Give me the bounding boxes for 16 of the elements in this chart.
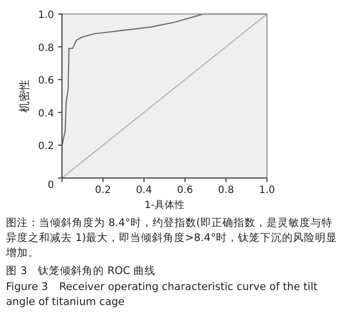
y-tick-label: 0.6 [38,76,54,87]
y-tick-label: 0.8 [38,42,54,54]
x-tick-label: 0.8 [218,185,234,196]
caption: 图 3 钛笼倾斜角的 ROC 曲线 [6,264,157,279]
x-tick-label: 0.6 [177,185,193,196]
y-tick-label: 0.2 [38,141,54,152]
x-tick-label: 0.2 [95,185,111,196]
x-tick-label: 1.0 [259,185,275,196]
y-tick-label: 0 [48,180,54,191]
y-axis-title: 机密性 [18,80,31,112]
y-tick-label: 1.0 [38,10,54,21]
text: 图注：当倾斜角度为 8.4°时，约登指数(即正确指数，是灵敏度与特异度之和减去 1)最大，即当倾斜角度>8.4°时，钛笼下沉的风险明显增加。 [6,216,338,261]
x-tick-label: 0.4 [136,185,152,196]
caption: Figure 3 Receiver operating characteristic curve of the tilt angle of titanium cage [6,280,318,310]
x-axis-title: 1-具体性 [144,199,184,211]
y-tick-label: 0.4 [38,108,54,120]
